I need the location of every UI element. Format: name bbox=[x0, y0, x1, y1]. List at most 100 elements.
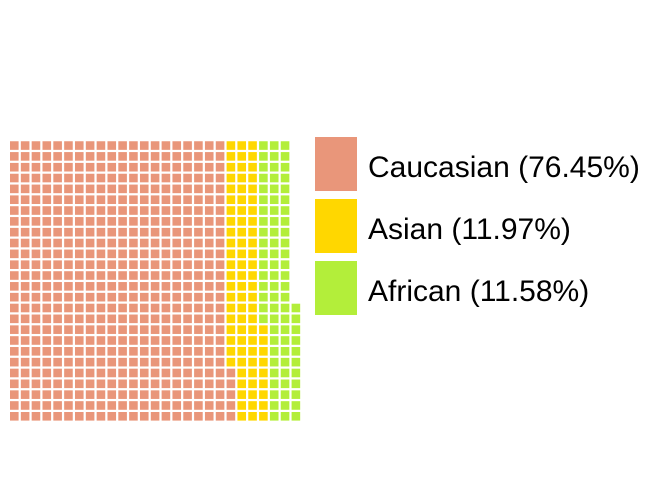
waffle-cell-caucasian bbox=[118, 347, 127, 356]
waffle-cell-caucasian bbox=[204, 292, 214, 302]
waffle-cell-caucasian bbox=[10, 390, 19, 399]
waffle-cell-caucasian bbox=[172, 292, 182, 302]
waffle-cell-caucasian bbox=[150, 271, 160, 280]
waffle-cell-caucasian bbox=[139, 390, 149, 399]
waffle-cell-caucasian bbox=[53, 238, 62, 248]
waffle-cell-asian bbox=[237, 401, 247, 410]
waffle-cell-caucasian bbox=[64, 227, 73, 237]
waffle-cell-caucasian bbox=[107, 357, 117, 367]
waffle-cell-caucasian bbox=[226, 390, 236, 399]
waffle-cell-caucasian bbox=[194, 152, 203, 161]
waffle-cell-caucasian bbox=[85, 314, 95, 324]
waffle-cell-african bbox=[280, 162, 290, 172]
waffle-cell-caucasian bbox=[96, 314, 106, 324]
waffle-cell-african bbox=[269, 292, 279, 302]
waffle-cell-caucasian bbox=[85, 238, 95, 248]
waffle-cell-caucasian bbox=[139, 238, 149, 248]
waffle-cell-african bbox=[280, 379, 290, 389]
waffle-cell-caucasian bbox=[85, 162, 95, 172]
waffle-cell-caucasian bbox=[139, 314, 149, 324]
waffle-cell-african bbox=[291, 314, 301, 324]
waffle-cell-caucasian bbox=[194, 227, 203, 237]
waffle-cell-caucasian bbox=[194, 249, 203, 259]
waffle-cell-caucasian bbox=[96, 368, 106, 378]
waffle-cell-caucasian bbox=[96, 260, 106, 269]
waffle-cell-african bbox=[269, 390, 279, 399]
waffle-cell-caucasian bbox=[10, 227, 19, 237]
waffle-cell-caucasian bbox=[85, 152, 95, 161]
waffle-cell-caucasian bbox=[204, 271, 214, 280]
waffle-cell-caucasian bbox=[10, 412, 19, 421]
waffle-cell-asian bbox=[237, 238, 247, 248]
waffle-cell-asian bbox=[226, 292, 236, 302]
waffle-cell-caucasian bbox=[161, 206, 171, 215]
waffle-cell-caucasian bbox=[172, 282, 182, 291]
waffle-cell-african bbox=[280, 303, 290, 313]
waffle-cell-caucasian bbox=[172, 217, 182, 226]
waffle-cell-caucasian bbox=[118, 271, 127, 280]
waffle-cell-caucasian bbox=[85, 260, 95, 269]
waffle-cell-caucasian bbox=[194, 347, 203, 356]
waffle-cell-caucasian bbox=[53, 227, 62, 237]
waffle-cell-caucasian bbox=[204, 238, 214, 248]
waffle-cell-caucasian bbox=[96, 249, 106, 259]
waffle-cell-caucasian bbox=[20, 271, 30, 280]
waffle-cell-caucasian bbox=[74, 325, 84, 334]
waffle-cell-caucasian bbox=[194, 282, 203, 291]
waffle-cell-caucasian bbox=[64, 141, 73, 150]
waffle-cell-caucasian bbox=[161, 249, 171, 259]
waffle-cell-caucasian bbox=[96, 292, 106, 302]
waffle-cell-caucasian bbox=[139, 368, 149, 378]
waffle-cell-caucasian bbox=[42, 184, 52, 194]
waffle-cell-caucasian bbox=[150, 292, 160, 302]
waffle-cell-caucasian bbox=[129, 336, 138, 345]
waffle-cell-caucasian bbox=[53, 271, 62, 280]
waffle-cell-african bbox=[291, 303, 301, 313]
waffle-cell-asian bbox=[248, 368, 257, 378]
waffle-cell-african bbox=[259, 152, 268, 161]
waffle-cell-caucasian bbox=[53, 368, 62, 378]
waffle-cell-caucasian bbox=[118, 152, 127, 161]
waffle-cell-caucasian bbox=[139, 282, 149, 291]
waffle-cell-african bbox=[280, 184, 290, 194]
waffle-cell-caucasian bbox=[129, 184, 138, 194]
waffle-cell-asian bbox=[259, 401, 268, 410]
waffle-cell-caucasian bbox=[85, 282, 95, 291]
waffle-cell-caucasian bbox=[42, 141, 52, 150]
waffle-cell-caucasian bbox=[204, 401, 214, 410]
waffle-cell-caucasian bbox=[139, 184, 149, 194]
waffle-cell-caucasian bbox=[96, 162, 106, 172]
waffle-cell-caucasian bbox=[31, 260, 41, 269]
waffle-cell-asian bbox=[226, 303, 236, 313]
waffle-cell-caucasian bbox=[194, 271, 203, 280]
waffle-cell-african bbox=[269, 357, 279, 367]
waffle-cell-asian bbox=[237, 173, 247, 183]
waffle-cell-african bbox=[269, 314, 279, 324]
waffle-cell-caucasian bbox=[161, 379, 171, 389]
waffle-cell-caucasian bbox=[74, 152, 84, 161]
waffle-cell-asian bbox=[248, 152, 257, 161]
waffle-cell-caucasian bbox=[118, 336, 127, 345]
waffle-cell-asian bbox=[226, 238, 236, 248]
waffle-cell-caucasian bbox=[107, 271, 117, 280]
waffle-cell-caucasian bbox=[139, 195, 149, 204]
waffle-cell-caucasian bbox=[118, 412, 127, 421]
waffle-cell-caucasian bbox=[96, 336, 106, 345]
waffle-cell-caucasian bbox=[64, 368, 73, 378]
waffle-cell-caucasian bbox=[215, 401, 225, 410]
waffle-cell-caucasian bbox=[107, 401, 117, 410]
waffle-cell-caucasian bbox=[53, 152, 62, 161]
waffle-cell-caucasian bbox=[150, 282, 160, 291]
waffle-cell-caucasian bbox=[183, 271, 192, 280]
waffle-cell-caucasian bbox=[204, 173, 214, 183]
waffle-cell-asian bbox=[248, 347, 257, 356]
waffle-cell-asian bbox=[248, 357, 257, 367]
waffle-cell-asian bbox=[259, 379, 268, 389]
waffle-cell-caucasian bbox=[85, 412, 95, 421]
waffle-cell-african bbox=[259, 238, 268, 248]
waffle-cell-caucasian bbox=[10, 314, 19, 324]
waffle-cell-caucasian bbox=[107, 162, 117, 172]
waffle-cell-caucasian bbox=[31, 173, 41, 183]
waffle-cell-asian bbox=[248, 303, 257, 313]
waffle-cell-caucasian bbox=[42, 401, 52, 410]
